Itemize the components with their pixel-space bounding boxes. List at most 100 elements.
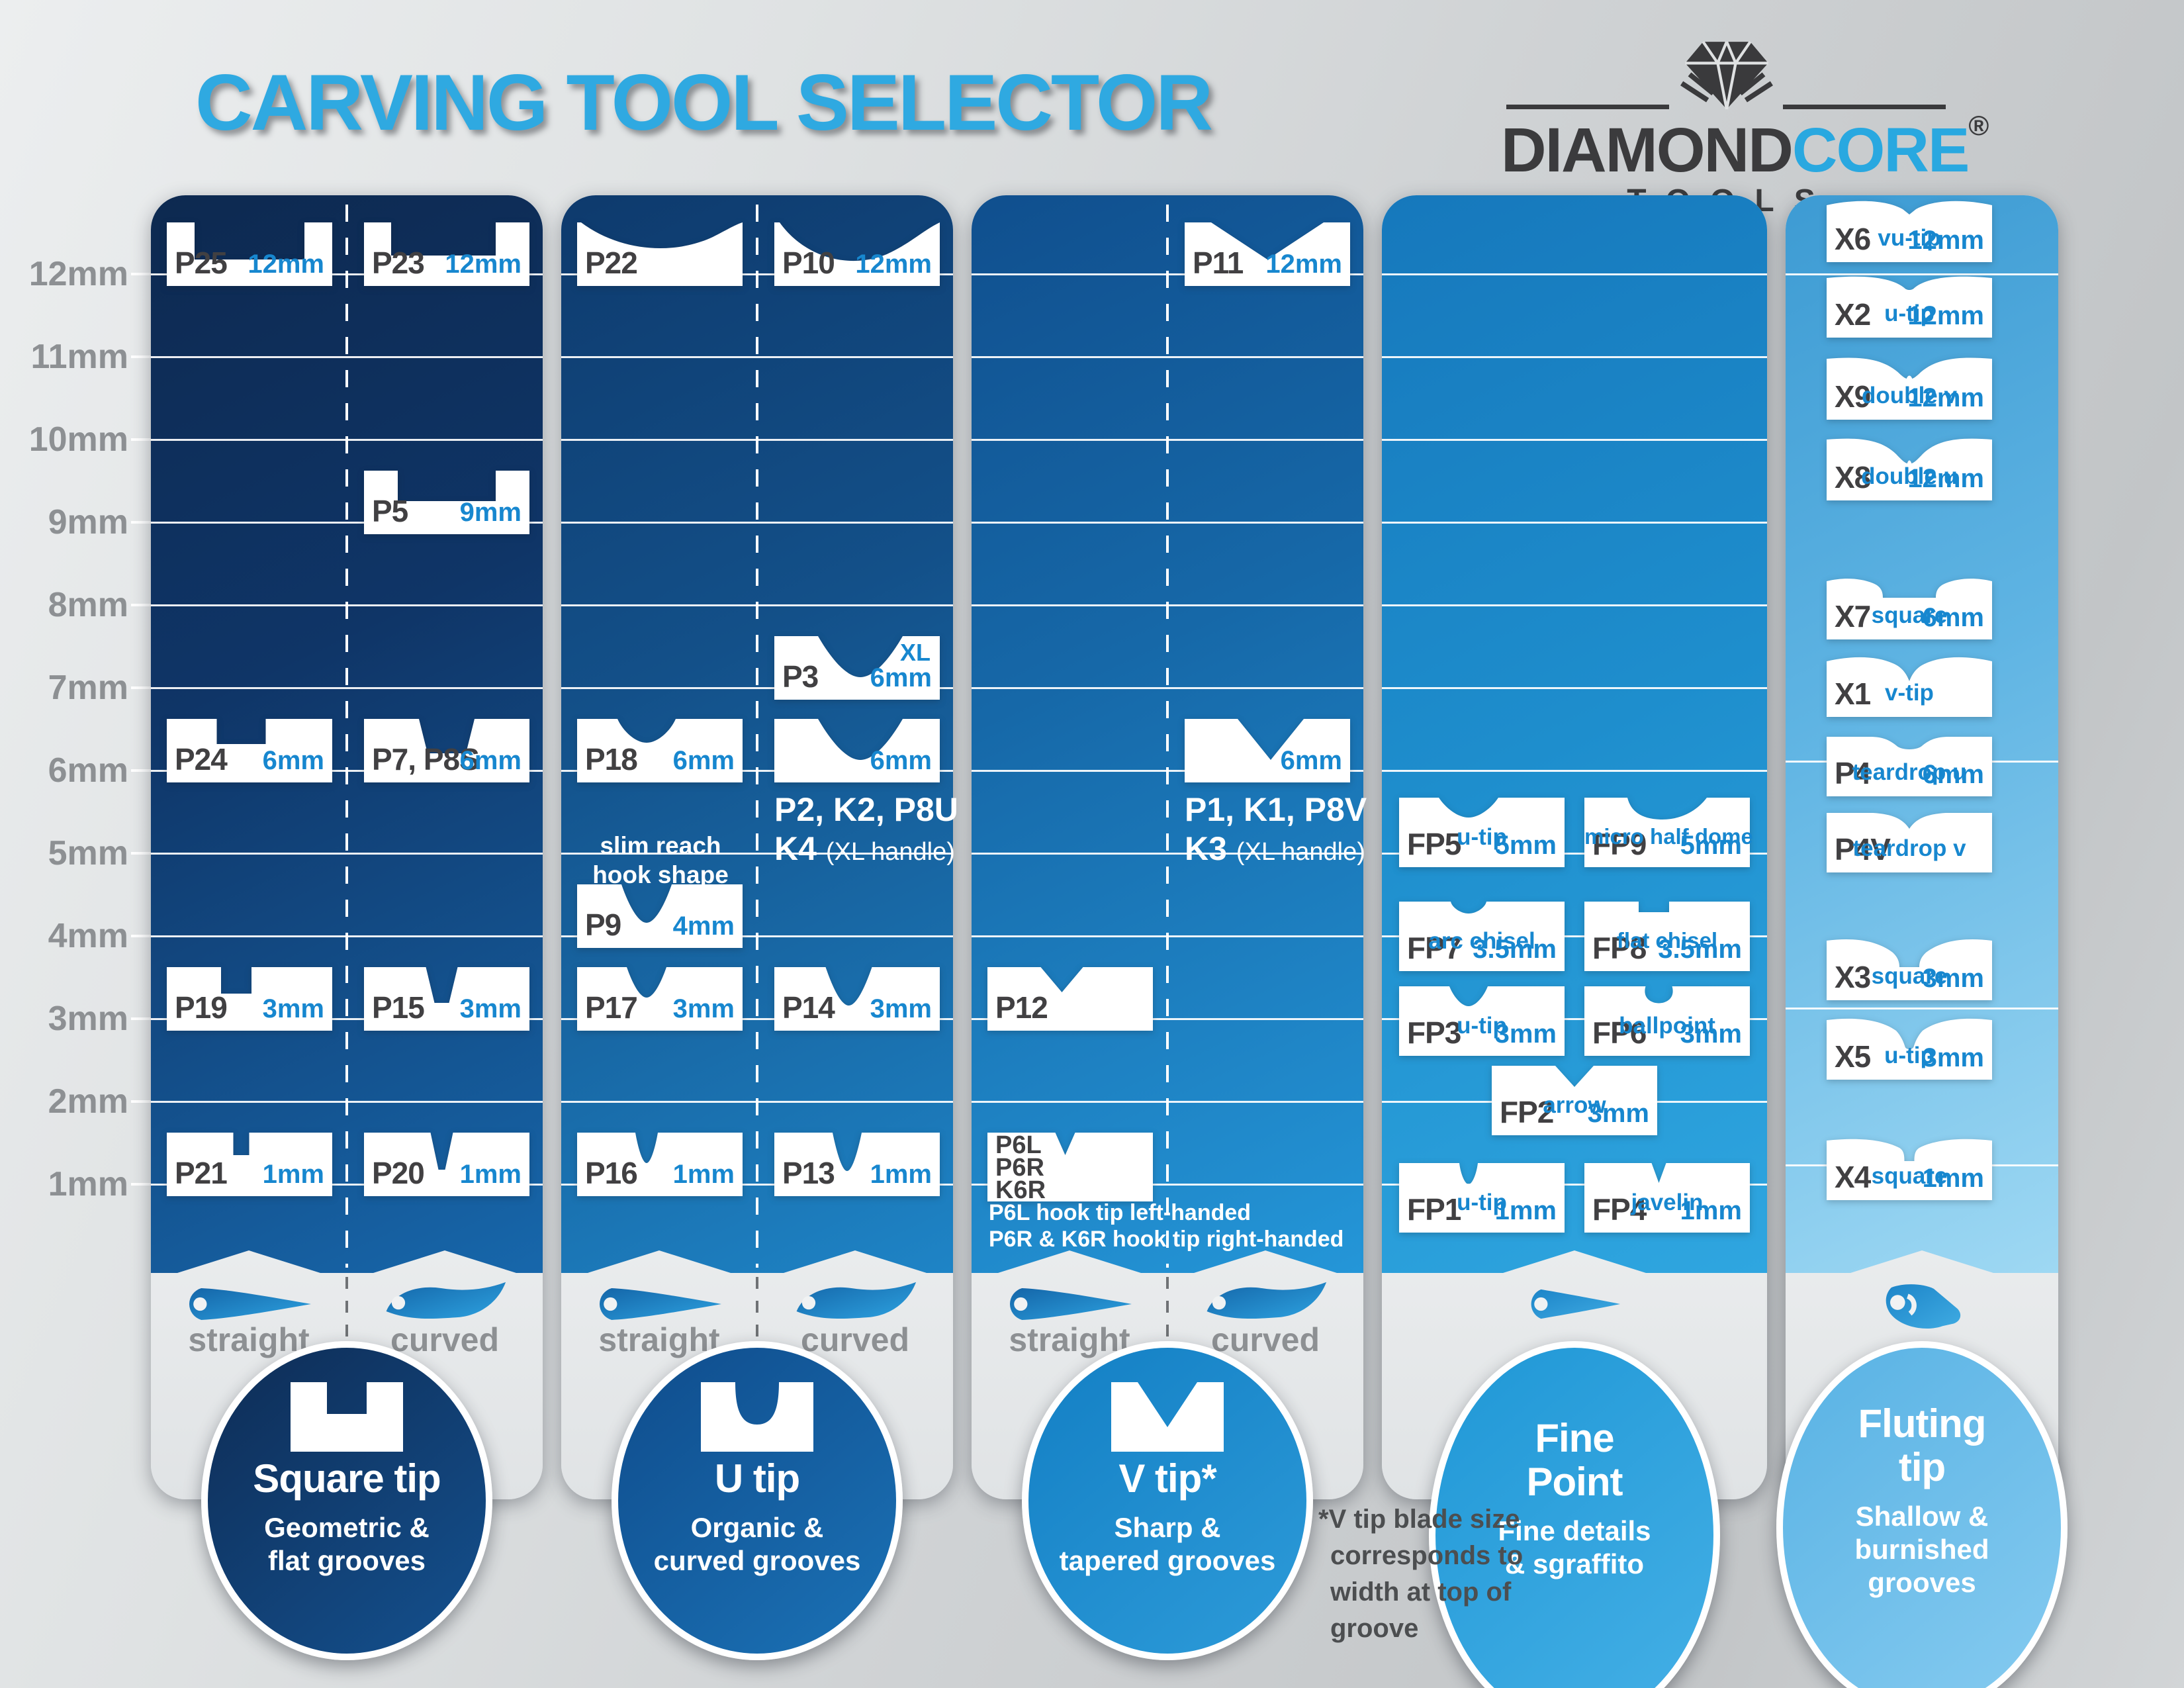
- tool-shape-descriptor: flat chisel: [1616, 928, 1718, 953]
- tool-name: P22: [585, 246, 638, 280]
- tool-card-P11: P11 12mm: [1185, 222, 1350, 286]
- annotation-text: (XL handle): [1236, 838, 1365, 866]
- tip-title-line: Square tip: [253, 1456, 441, 1501]
- tool-name: P24: [175, 742, 228, 776]
- tool-card-P23: P23 12mm: [364, 222, 529, 286]
- tool-size: 1mm: [459, 1160, 522, 1189]
- tip-desc-line: burnished: [1854, 1534, 1989, 1565]
- tool-card-P21: P21 1mm: [167, 1133, 332, 1196]
- fine-handle-icon: [1522, 1281, 1627, 1331]
- axis-label-10mm: 10mm: [28, 420, 128, 459]
- tool-size: 6mm: [870, 663, 932, 692]
- axis-label-6mm: 6mm: [48, 751, 128, 790]
- tip-title-line: V tip*: [1118, 1456, 1216, 1501]
- tool-size: 1mm: [1680, 1196, 1742, 1225]
- tool-size: 3mm: [870, 994, 932, 1023]
- tip-circle-description: Geometric & flat grooves: [208, 1511, 486, 1577]
- tool-name: X9: [1835, 379, 1871, 414]
- panel-fluting-tip: X6 12mm vu-tip X2 12mm u-tip X9 12mm double v X8 1…: [1786, 195, 2058, 1499]
- tool-size: 5mm: [1494, 831, 1557, 860]
- tool-size: 6mm: [1922, 760, 1984, 789]
- panel-u-tip: P22 P10 12mm P3 6mm XL P18 6mm 6mm P9 4mm P17 3mm P14…: [561, 195, 958, 1499]
- logo-diamond-word: DIAMOND: [1501, 115, 1794, 185]
- handle-label-straight: straight: [598, 1321, 720, 1358]
- tool-name: P4: [1835, 756, 1871, 790]
- size-row-line: [1786, 1008, 2058, 1009]
- tool-card-X5: X5 3mm u-tip: [1827, 1016, 1992, 1080]
- tool-shape-descriptor: u-tip: [1884, 301, 1934, 326]
- straight-curved-divider: [345, 205, 348, 1268]
- tip-desc-line: Sharp &: [1114, 1512, 1221, 1543]
- diamond-icon: [1680, 40, 1773, 110]
- tip-circle-title: Square tip: [208, 1457, 486, 1501]
- tool-size: 12mm: [1907, 383, 1984, 412]
- annotation-text: K4: [774, 830, 826, 867]
- handle-label-curved: curved: [801, 1321, 909, 1358]
- axis-label-12mm: 12mm: [28, 255, 128, 293]
- u-tip-glyph: [701, 1382, 813, 1452]
- straight-curved-divider-lower: [1166, 1277, 1169, 1338]
- size-row-line: [1382, 604, 1767, 606]
- panel-annotation: P6L hook tip left-handed P6R & K6R hook t…: [989, 1199, 1343, 1252]
- tip-circle-square-tip: Square tip Geometric & flat grooves: [201, 1341, 492, 1660]
- footnote-line: corresponds to: [1330, 1541, 1524, 1570]
- tool-name: P3: [782, 659, 819, 694]
- tool-name: P13: [782, 1156, 835, 1190]
- tip-desc-line: curved grooves: [653, 1545, 861, 1576]
- tool-card-P1-K1-P8V-K3: 6mm: [1185, 719, 1350, 782]
- tool-name: X3: [1835, 960, 1871, 994]
- tool-card-P5: P5 9mm: [364, 471, 529, 534]
- logo-core-word: CORE: [1792, 115, 1970, 185]
- annotation-text: slim reach: [600, 832, 721, 859]
- tool-size: 6mm: [1280, 746, 1342, 775]
- tool-size: 3mm: [459, 994, 522, 1023]
- tip-circle-v-tip: V tip* Sharp & tapered grooves: [1022, 1341, 1313, 1660]
- axis-tick: [131, 852, 154, 855]
- handle-label-straight: straight: [188, 1321, 310, 1358]
- tool-name: P19: [175, 990, 228, 1025]
- axis-tick: [131, 438, 154, 441]
- tool-card-P6L-P6R-K6R: P6L P6R K6R: [987, 1133, 1153, 1204]
- tool-size: 1mm: [1922, 1164, 1984, 1193]
- tool-name: P20: [372, 1156, 425, 1190]
- tool-card-P22: P22: [577, 222, 743, 286]
- tool-size: 1mm: [672, 1160, 735, 1189]
- tool-size: 1mm: [1494, 1196, 1557, 1225]
- tool-shape-descriptor: arc chisel: [1428, 928, 1535, 954]
- tip-circle-title: U tip: [618, 1457, 896, 1501]
- tool-shape-descriptor: u-tip: [1457, 1013, 1507, 1039]
- tool-name: K6R: [995, 1176, 1046, 1204]
- tool-card-FP3: FP3 3mm u-tip: [1399, 986, 1565, 1056]
- tip-title-line: Fine: [1535, 1416, 1614, 1460]
- tool-name: FP9: [1592, 827, 1647, 861]
- tool-card-P3: P3 6mm XL: [774, 636, 940, 700]
- tool-shape-descriptor: ballpoint: [1619, 1013, 1715, 1039]
- tool-name: X4: [1835, 1160, 1871, 1194]
- tool-shape-descriptor: square: [1871, 602, 1948, 628]
- size-row-line: [1382, 853, 1767, 855]
- footnote: *V tip blade size corresponds to width at …: [1318, 1501, 1523, 1647]
- axis-tick: [131, 1100, 154, 1103]
- size-row-line: [1382, 439, 1767, 441]
- tool-name: P21: [175, 1156, 228, 1190]
- tool-card-P4V: P4V teardrop v: [1827, 809, 1992, 872]
- tool-name: P25: [175, 246, 228, 280]
- logo-rule-right: [1783, 105, 1946, 109]
- tool-name: P14: [782, 990, 835, 1025]
- tool-card-P13: P13 1mm: [774, 1133, 940, 1196]
- size-row-line: [1382, 1018, 1767, 1020]
- tool-size: 3mm: [262, 994, 324, 1023]
- tip-title-line: tip: [1898, 1445, 1946, 1489]
- axis-tick: [131, 521, 154, 524]
- tool-card-X1: X1 v-tip: [1827, 653, 1992, 717]
- tool-shape-descriptor: teardrop u: [1852, 759, 1967, 785]
- tool-shape-descriptor: double v: [1862, 383, 1957, 408]
- size-row-line: [1382, 770, 1767, 772]
- tool-size: 6mm: [262, 746, 324, 775]
- registered-mark: ®: [1968, 110, 1989, 141]
- tool-shape-descriptor: vu-tip: [1878, 225, 1941, 251]
- annotation-text: P6R & K6R hook tip right-handed: [989, 1227, 1344, 1252]
- tool-card-P15: P15 3mm: [364, 967, 529, 1031]
